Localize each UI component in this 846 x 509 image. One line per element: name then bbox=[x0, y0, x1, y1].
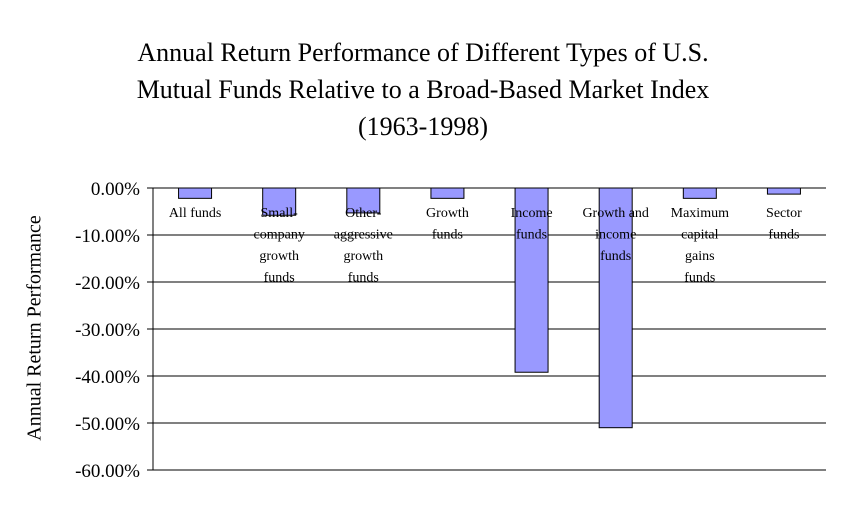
bar bbox=[430, 187, 465, 199]
y-tick-label: -60.00% bbox=[75, 461, 140, 482]
category-label: Growth funds bbox=[426, 206, 469, 243]
y-tick-label: -30.00% bbox=[75, 320, 140, 341]
bar bbox=[682, 187, 717, 199]
category-label: Growth and income funds bbox=[582, 206, 649, 264]
axes bbox=[147, 187, 154, 471]
bars bbox=[178, 187, 801, 429]
y-tick-label: -20.00% bbox=[75, 273, 140, 294]
category-label: Sector funds bbox=[766, 206, 802, 243]
category-label: All funds bbox=[169, 206, 222, 221]
category-label: Income funds bbox=[511, 206, 553, 243]
category-label: Small-company growth funds bbox=[254, 206, 305, 286]
y-tick-label: -40.00% bbox=[75, 367, 140, 388]
bar bbox=[178, 187, 213, 199]
category-label: Maximum capital gains funds bbox=[671, 206, 729, 286]
chart-title-line-1: Annual Return Performance of Different T… bbox=[137, 38, 709, 67]
bar bbox=[346, 187, 381, 214]
chart-title-line-3: (1963-1998) bbox=[358, 112, 488, 141]
bar bbox=[514, 187, 549, 373]
bar bbox=[598, 187, 633, 429]
chart-title-line-2: Mutual Funds Relative to a Broad-Based M… bbox=[136, 75, 710, 104]
y-tick-label: -50.00% bbox=[75, 414, 140, 435]
bar bbox=[262, 187, 297, 216]
category-label: Other-aggressive growth funds bbox=[334, 206, 393, 286]
chart-title: Annual Return Performance of Different T… bbox=[0, 34, 846, 145]
y-tick-label: -10.00% bbox=[75, 226, 140, 247]
labels: 0.00% -10.00% -20.00% -30.00% -40.00% -50.00%… bbox=[75, 179, 802, 482]
bar bbox=[766, 187, 801, 195]
y-tick-label: 0.00% bbox=[91, 179, 140, 200]
